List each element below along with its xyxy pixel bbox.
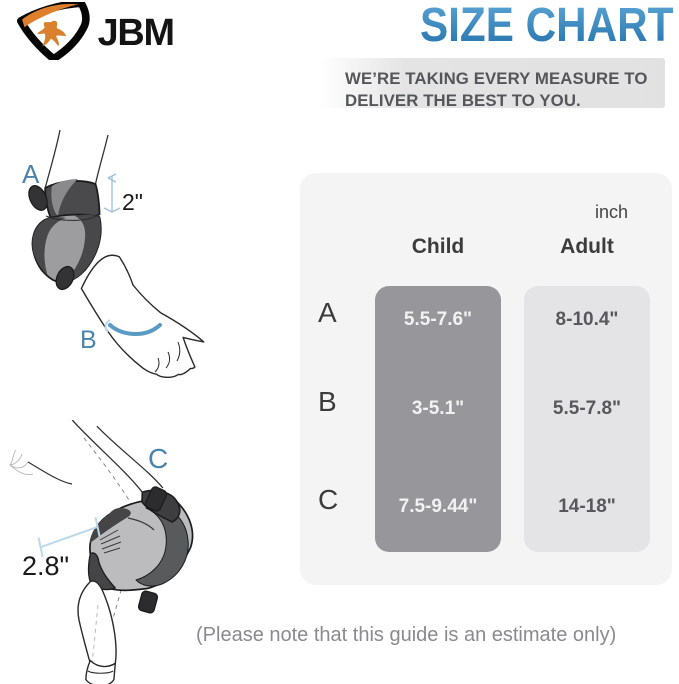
svg-text:C: C xyxy=(148,443,168,474)
svg-text:A: A xyxy=(22,159,40,189)
svg-text:2.8": 2.8" xyxy=(22,551,69,581)
svg-text:2": 2" xyxy=(122,189,143,215)
svg-text:JBM: JBM xyxy=(98,12,174,54)
svg-text:B: B xyxy=(80,326,97,354)
